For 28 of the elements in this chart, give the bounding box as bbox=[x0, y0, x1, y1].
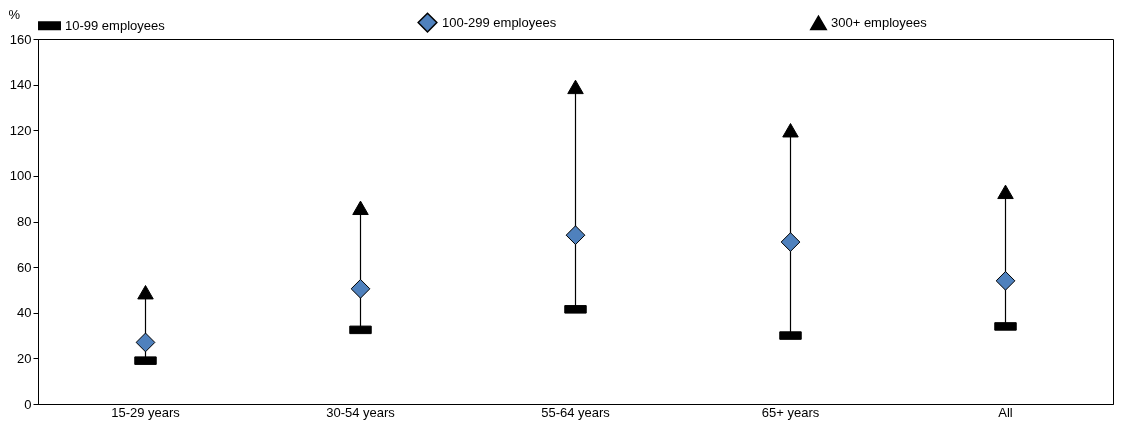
point bbox=[565, 225, 586, 246]
point bbox=[350, 278, 371, 299]
x-tick-label: 30-54 years bbox=[326, 404, 396, 420]
point bbox=[567, 79, 584, 95]
legend-label: 300+ employees bbox=[831, 14, 928, 30]
y-tick-label: 40 bbox=[17, 305, 32, 321]
y-tick-label: 160 bbox=[9, 31, 32, 47]
y-tick-label: 100 bbox=[9, 168, 32, 184]
y-tick-label: 0 bbox=[24, 396, 32, 412]
y-tick-label: 60 bbox=[17, 259, 32, 275]
point bbox=[135, 332, 156, 353]
y-tick-label: 140 bbox=[9, 77, 32, 93]
point bbox=[137, 285, 154, 300]
point bbox=[352, 200, 369, 216]
y-tick-label: 120 bbox=[9, 122, 32, 138]
point bbox=[780, 232, 801, 252]
y-tick-label: 20 bbox=[17, 350, 32, 366]
x-tick-label: 15-29 years bbox=[111, 404, 181, 420]
x-tick-label: 65+ years bbox=[761, 404, 820, 420]
y-axis-title: % bbox=[8, 6, 21, 22]
x-tick-label: All bbox=[998, 404, 1013, 420]
x-tick-label: 55-64 years bbox=[541, 404, 611, 420]
point bbox=[997, 184, 1014, 200]
legend-label: 10-99 employees bbox=[65, 17, 166, 33]
point bbox=[782, 123, 799, 138]
y-tick-label: 80 bbox=[17, 214, 32, 229]
legend-label: 100-299 employees bbox=[442, 14, 557, 30]
point bbox=[995, 270, 1016, 291]
